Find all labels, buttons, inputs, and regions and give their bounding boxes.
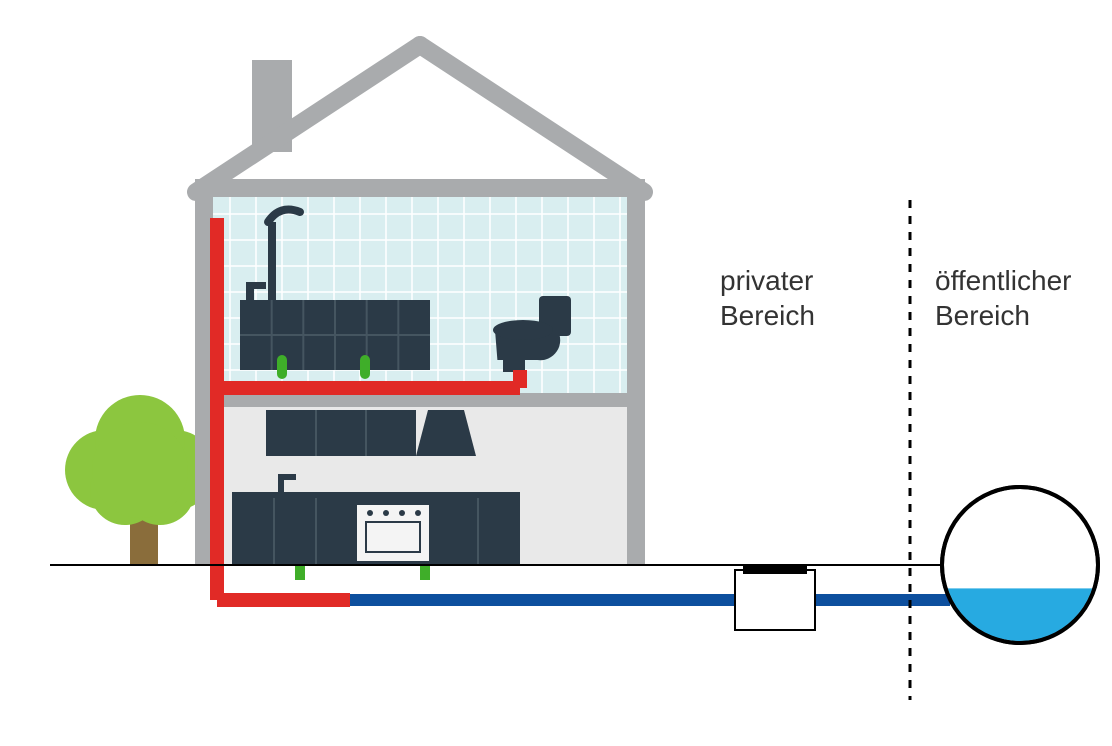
roof-right — [420, 45, 644, 192]
roof-left — [196, 45, 420, 192]
sewer-water — [942, 588, 1098, 744]
label-private-area-2: Bereich — [720, 300, 815, 331]
tree-foliage — [65, 395, 215, 525]
shower-riser-icon — [268, 222, 276, 300]
inspection-chamber — [735, 570, 815, 630]
label-public-area-2: Bereich — [935, 300, 1030, 331]
label-private-area: privater — [720, 265, 813, 296]
label-public-area: öffentlicher — [935, 265, 1071, 296]
inspection-chamber-lid — [743, 564, 807, 574]
cabinets-upper-icon — [266, 410, 416, 456]
